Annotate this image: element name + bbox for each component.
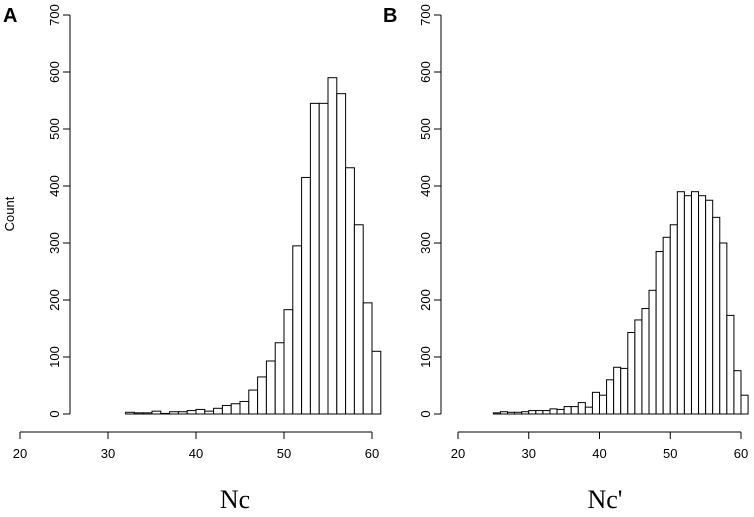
histogram-bar [606,379,615,415]
histogram-bar [213,407,223,415]
x-tick-label: 30 [522,446,536,461]
histogram-bar [195,408,206,415]
histogram-bar [160,412,171,415]
histogram-bar [634,319,643,415]
histogram-bar [142,412,153,415]
histogram-bar [177,411,188,415]
x-axis-title: Nc [220,485,250,514]
x-tick-label: 50 [277,446,291,461]
histogram-bar [248,389,259,415]
histogram-bar [221,404,232,415]
y-tick-label: 100 [418,346,433,368]
y-tick-label: 300 [418,232,433,254]
histogram-bar [345,167,355,415]
y-tick-label: 500 [418,118,433,140]
panel-a-label: A [3,5,17,27]
histogram-bar [528,410,537,415]
histogram-bar [257,376,267,415]
histogram-bar [125,411,135,415]
histogram-bar [584,406,593,415]
y-tick-label: 200 [47,289,62,311]
histogram-bar [712,216,721,415]
histogram-bar [577,402,586,415]
y-tick-label: 600 [418,61,433,83]
histogram-bar [599,394,608,415]
histogram-bar [690,191,700,415]
histogram-bar [514,411,523,415]
histogram-bar [507,411,516,415]
histogram-bar [353,224,364,415]
histogram-bar [301,176,311,415]
histogram-bar [521,411,530,415]
x-tick-label: 50 [663,446,677,461]
histogram-bar [499,411,509,415]
histogram-bar [230,403,241,415]
histogram-bar [662,236,671,415]
x-tick-label: 60 [734,446,748,461]
histogram-bar [733,370,742,415]
histogram-bar [676,191,685,415]
y-tick-label: 0 [418,410,433,417]
histogram-bar [620,367,629,415]
histogram-bar [265,360,276,415]
histogram-bar [274,342,285,415]
histogram-bar [648,289,657,415]
y-tick-label: 700 [418,4,433,26]
y-tick-label: 300 [47,232,62,254]
histogram-bar [283,309,294,415]
histogram-bar [535,410,544,415]
histogram-bar [570,406,579,415]
histogram-bar [719,242,728,415]
histogram-bar [492,412,501,415]
histogram-bar [726,314,735,415]
histogram-bar [549,408,558,415]
histogram-bar [169,411,179,415]
histogram-bar [627,331,636,415]
histogram-bar [336,93,347,415]
panel-b-label: B [383,5,397,27]
y-tick-label: 400 [418,175,433,197]
histogram-bar [292,245,303,415]
x-tick-label: 20 [13,446,27,461]
x-axis-title: Nc' [587,485,622,514]
histogram-bar [655,251,664,415]
histogram-bar [151,410,162,415]
y-tick-label: 400 [47,175,62,197]
histogram-bar [327,77,338,415]
histogram-bar [186,410,197,415]
histogram-bar [309,102,320,415]
x-tick-label: 30 [101,446,115,461]
histogram-bar [371,350,382,415]
y-axis-title: Count [2,196,17,231]
histogram-bar [740,394,749,415]
y-tick-label: 100 [47,346,62,368]
histogram-bar [669,224,678,415]
y-tick-label: 0 [47,410,62,417]
histogram-bar [204,410,215,415]
x-tick-label: 40 [189,446,203,461]
x-tick-label: 60 [365,446,379,461]
histogram-bar [556,408,565,415]
x-tick-label: 40 [592,446,606,461]
histogram-bar [591,391,600,415]
histogram-bar [133,412,144,415]
y-tick-label: 600 [47,61,62,83]
histogram-bar [705,199,714,415]
y-tick-label: 200 [418,289,433,311]
histogram-bar [362,302,373,415]
y-tick-label: 500 [47,118,62,140]
histogram-bar [542,410,551,415]
x-tick-label: 20 [451,446,465,461]
y-tick-label: 700 [47,4,62,26]
histogram-bar [641,308,650,415]
histogram-bar [239,400,250,415]
histogram-bar [613,366,622,415]
histogram-bar [563,406,572,415]
histogram-bar [683,195,692,415]
histogram-bar [318,102,329,415]
histogram-bar [698,195,707,415]
